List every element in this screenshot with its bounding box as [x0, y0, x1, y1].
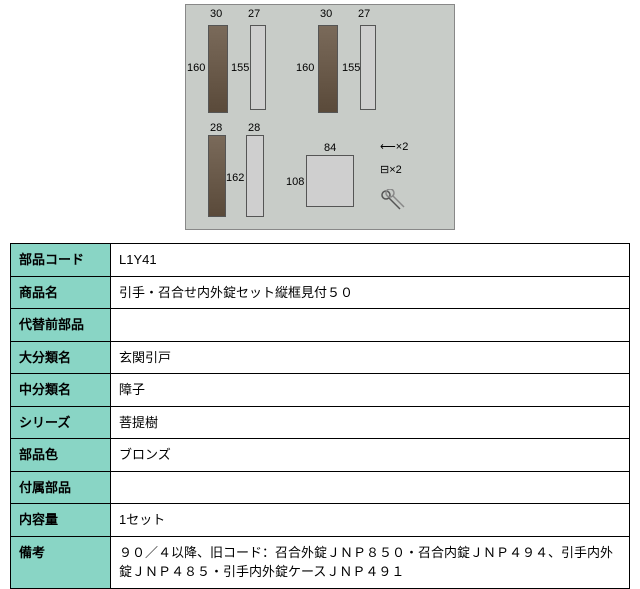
dim-h3: 160	[296, 63, 314, 74]
dim-w4: 27	[358, 9, 370, 20]
table-row: 中分類名障子	[11, 374, 630, 407]
table-row: 部品色ブロンズ	[11, 439, 630, 472]
part-plate-3	[246, 135, 264, 217]
spec-table: 部品コードL1Y41商品名引手・召合せ内外錠セット縦框見付５０代替前部品大分類名…	[10, 243, 630, 589]
table-row: シリーズ菩提樹	[11, 406, 630, 439]
part-lock-case	[306, 155, 354, 207]
spec-value	[111, 309, 630, 342]
spec-label: 中分類名	[11, 374, 111, 407]
spec-label: 大分類名	[11, 341, 111, 374]
table-row: 付属部品	[11, 471, 630, 504]
spec-value: 1セット	[111, 504, 630, 537]
table-row: 内容量1セット	[11, 504, 630, 537]
spec-label: 備考	[11, 536, 111, 588]
spec-value	[111, 471, 630, 504]
dim-low-w3: 84	[324, 143, 336, 154]
spec-table-body: 部品コードL1Y41商品名引手・召合せ内外錠セット縦框見付５０代替前部品大分類名…	[11, 244, 630, 589]
keys-icon	[380, 189, 410, 213]
table-row: 大分類名玄関引戸	[11, 341, 630, 374]
spec-value: ９０／４以降、旧コード：召合外錠ＪＮＰ８５０・召合内錠ＪＮＰ４９４、引手内外錠Ｊ…	[111, 536, 630, 588]
spec-value: 引手・召合せ内外錠セット縦框見付５０	[111, 276, 630, 309]
spec-label: 商品名	[11, 276, 111, 309]
dim-h2: 155	[231, 63, 249, 74]
dim-w1: 30	[210, 9, 222, 20]
dim-low-w1: 28	[210, 123, 222, 134]
part-plate-1	[250, 25, 266, 110]
part-handle-2	[318, 25, 338, 113]
part-handle-3	[208, 135, 226, 217]
product-diagram-area: ⟵×2 ⊟×2 30 27 30 27 160 155 160 155 28 2…	[0, 0, 640, 243]
table-row: 備考９０／４以降、旧コード：召合外錠ＪＮＰ８５０・召合内錠ＪＮＰ４９４、引手内外…	[11, 536, 630, 588]
table-row: 代替前部品	[11, 309, 630, 342]
screw-label-2: ⊟×2	[380, 165, 402, 176]
dim-h1: 160	[187, 63, 205, 74]
spec-value: ブロンズ	[111, 439, 630, 472]
spec-value: 障子	[111, 374, 630, 407]
part-handle-1	[208, 25, 228, 113]
spec-label: 内容量	[11, 504, 111, 537]
dim-w2: 27	[248, 9, 260, 20]
screw-label-1: ⟵×2	[380, 142, 408, 153]
dim-w3: 30	[320, 9, 332, 20]
table-row: 商品名引手・召合せ内外錠セット縦框見付５０	[11, 276, 630, 309]
table-row: 部品コードL1Y41	[11, 244, 630, 277]
product-diagram: ⟵×2 ⊟×2 30 27 30 27 160 155 160 155 28 2…	[185, 4, 455, 230]
spec-value: 玄関引戸	[111, 341, 630, 374]
dim-low-h2: 108	[286, 177, 304, 188]
spec-value: L1Y41	[111, 244, 630, 277]
part-plate-2	[360, 25, 376, 110]
spec-label: 部品コード	[11, 244, 111, 277]
spec-label: 付属部品	[11, 471, 111, 504]
dim-h4: 155	[342, 63, 360, 74]
spec-label: シリーズ	[11, 406, 111, 439]
dim-low-h1: 162	[226, 173, 244, 184]
spec-label: 部品色	[11, 439, 111, 472]
dim-low-w2: 28	[248, 123, 260, 134]
spec-label: 代替前部品	[11, 309, 111, 342]
spec-value: 菩提樹	[111, 406, 630, 439]
